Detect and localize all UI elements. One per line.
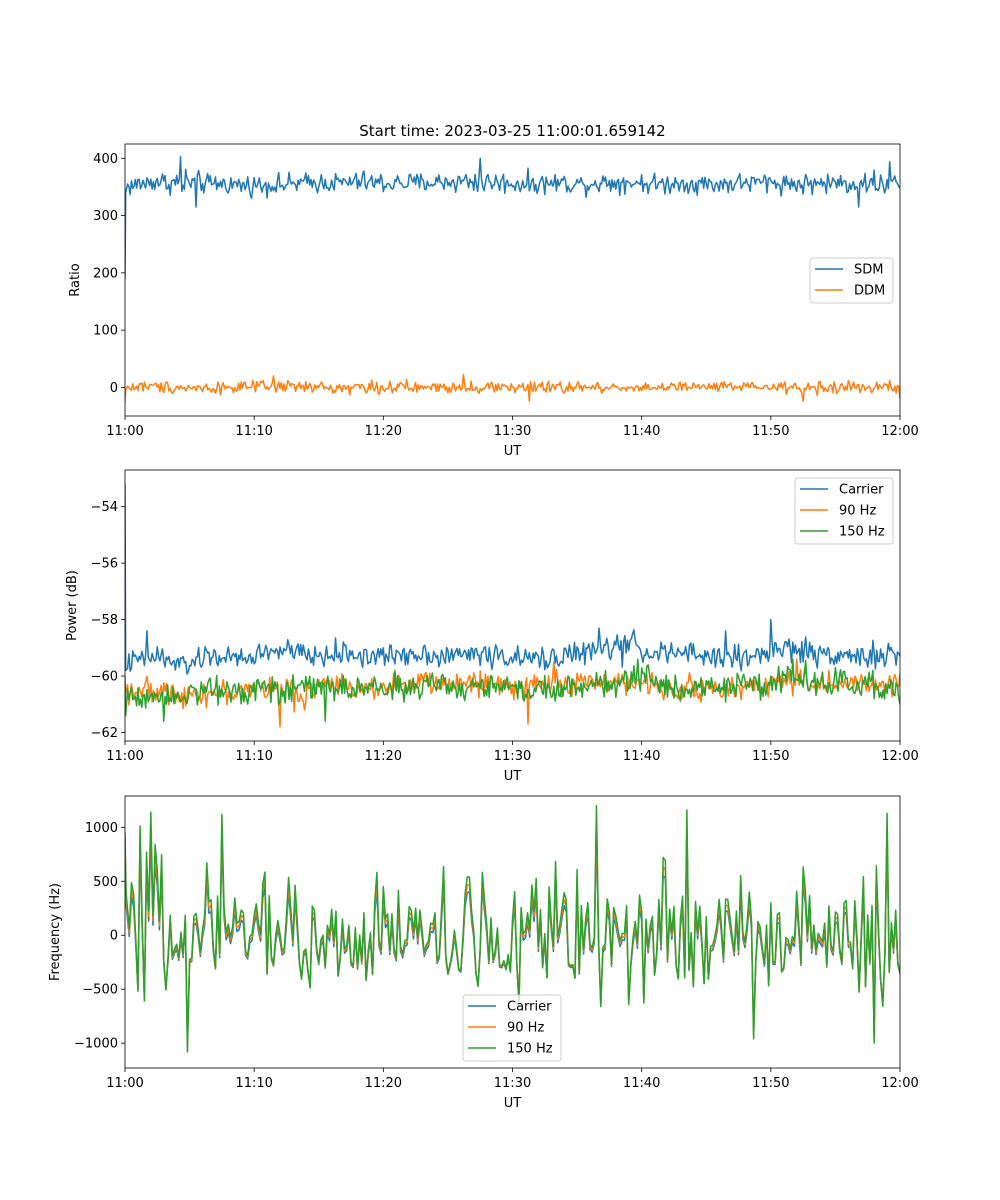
y-tick-label: −500 [82,983,118,998]
x-tick-label: 11:10 [235,749,272,764]
legend-label: 150 Hz [507,1042,553,1057]
series-line-carrier [125,484,900,675]
x-tick-label: 11:00 [106,424,143,439]
y-tick-label: −1000 [74,1037,118,1052]
y-tick-label: −54 [91,500,118,515]
series-line-sdm [125,155,900,279]
x-tick-label: 11:00 [106,1076,143,1091]
y-tick-label: 0 [110,929,118,944]
legend-box [462,994,562,1062]
x-tick-label: 11:00 [106,749,143,764]
legend: SDM DDM [809,257,894,304]
x-axis-label: UT [504,444,522,459]
legend-label: Carrier [839,483,884,498]
figure-title: Start time: 2023-03-25 11:00:01.659142 [359,122,665,140]
chart-panel-1: 11:00 11:10 11:20 11:30 11:40 11:50 12:00 0 100 2… [68,143,919,459]
x-tick-label: 11:30 [494,1076,531,1091]
x-tick-label: 11:50 [752,424,789,439]
x-tick-label: 11:20 [365,424,402,439]
y-tick-label: −56 [91,557,118,572]
x-tick-label: 11:40 [623,749,660,764]
x-tick-label: 12:00 [881,749,918,764]
x-tick-label: 11:10 [235,424,272,439]
legend-box [794,477,894,545]
chart-1-series [125,155,900,402]
x-tick-label: 12:00 [881,1076,918,1091]
legend: Carrier 90 Hz 150 Hz [794,477,894,545]
y-tick-label: 200 [93,266,118,281]
chart-2-series [125,484,900,728]
y-axis-label: Power (dB) [65,570,80,641]
y-tick-label: 1000 [85,821,118,836]
legend-label: 90 Hz [839,504,876,519]
x-tick-label: 11:10 [235,1076,272,1091]
series-line-ddm [125,374,900,402]
x-axis-label: UT [504,1096,522,1111]
legend-label: DDM [854,284,885,299]
chart-3-series [125,804,900,1053]
x-tick-label: 11:30 [494,749,531,764]
x-tick-label: 12:00 [881,424,918,439]
x-axis-label: UT [504,769,522,784]
x-tick-label: 11:50 [752,749,789,764]
x-tick-label: 11:50 [752,1076,789,1091]
y-tick-label: −60 [91,670,118,685]
y-tick-label: 500 [93,875,118,890]
legend-label: 90 Hz [507,1021,544,1036]
y-tick-label: −62 [91,726,118,741]
x-tick-label: 11:20 [365,1076,402,1091]
series-line-150-hz [125,658,900,722]
legend-label: SDM [854,263,883,278]
x-tick-label: 11:40 [623,1076,660,1091]
y-tick-label: 400 [93,152,118,167]
chart-panel-3: 11:00 11:10 11:20 11:30 11:40 11:50 12:00 −1000… [48,795,919,1111]
y-axis-label: Frequency (Hz) [48,883,63,981]
y-axis-label: Ratio [68,263,83,296]
series-line-150-hz [125,804,900,1053]
y-tick-label: 100 [93,324,118,339]
y-tick-label: −58 [91,613,118,628]
y-tick-label: 0 [110,381,118,396]
x-tick-label: 11:40 [623,424,660,439]
legend-label: Carrier [507,1000,552,1015]
chart-panel-2: 11:00 11:10 11:20 11:30 11:40 11:50 12:00 −62 −6… [65,469,919,784]
legend-label: 150 Hz [839,525,885,540]
legend: Carrier 90 Hz 150 Hz [462,994,562,1062]
y-tick-label: 300 [93,209,118,224]
x-tick-label: 11:20 [365,749,402,764]
x-tick-label: 11:30 [494,424,531,439]
